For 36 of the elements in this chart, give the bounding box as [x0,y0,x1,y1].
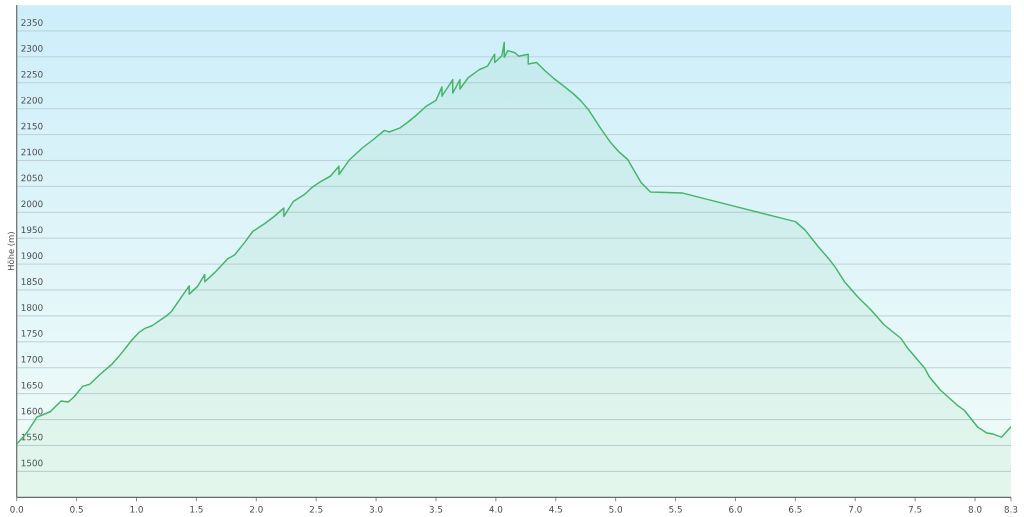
x-tick-label: 4.5 [549,506,562,513]
y-tick-label: 1900 [21,252,43,259]
x-tick-label: 1.5 [190,506,203,513]
y-tick-label: 1700 [21,355,43,363]
y-tick-label: 2000 [21,200,43,208]
x-tick-label: 5.0 [609,506,623,513]
y-tick-label: 1600 [21,407,43,415]
x-tick-label: 0.5 [70,506,83,513]
x-tick-label: 7.5 [908,506,922,513]
x-tick-label: 0.0 [10,506,24,513]
y-tick-label: 1750 [21,330,43,337]
x-tick-label: 2.0 [249,506,263,513]
y-tick-label: 2250 [21,70,43,78]
y-tick-label: 1650 [21,381,43,389]
y-tick-label: 2050 [21,174,43,182]
x-tick-label: 3.5 [429,506,443,513]
y-tick-label: 2200 [21,96,43,104]
y-tick-label: 2100 [21,148,43,156]
y-tick-label: 1500 [21,459,43,467]
x-tick-label: 5.5 [669,506,682,513]
y-tick-label: 2300 [21,45,43,52]
y-axis-title: Höhe (m) [7,232,16,271]
x-tick-label: 3.0 [369,506,383,513]
y-tick-label: 1850 [21,278,43,285]
y-tick-label: 1800 [21,304,43,311]
x-tick-label: 6.0 [729,506,742,513]
x-tick-label: 7.0 [848,506,862,513]
x-tick-label: 8.0 [968,506,982,513]
y-tick-label: 2350 [21,19,43,26]
x-tick-label: 8.3 [1004,506,1018,513]
x-tick-label: 6.5 [788,506,802,513]
x-tick-label: 2.5 [309,506,323,513]
x-tick-label: 4.0 [489,506,503,513]
y-tick-label: 2150 [21,122,43,130]
x-tick-label: 1.0 [130,506,143,513]
y-tick-label: 1950 [21,226,43,234]
